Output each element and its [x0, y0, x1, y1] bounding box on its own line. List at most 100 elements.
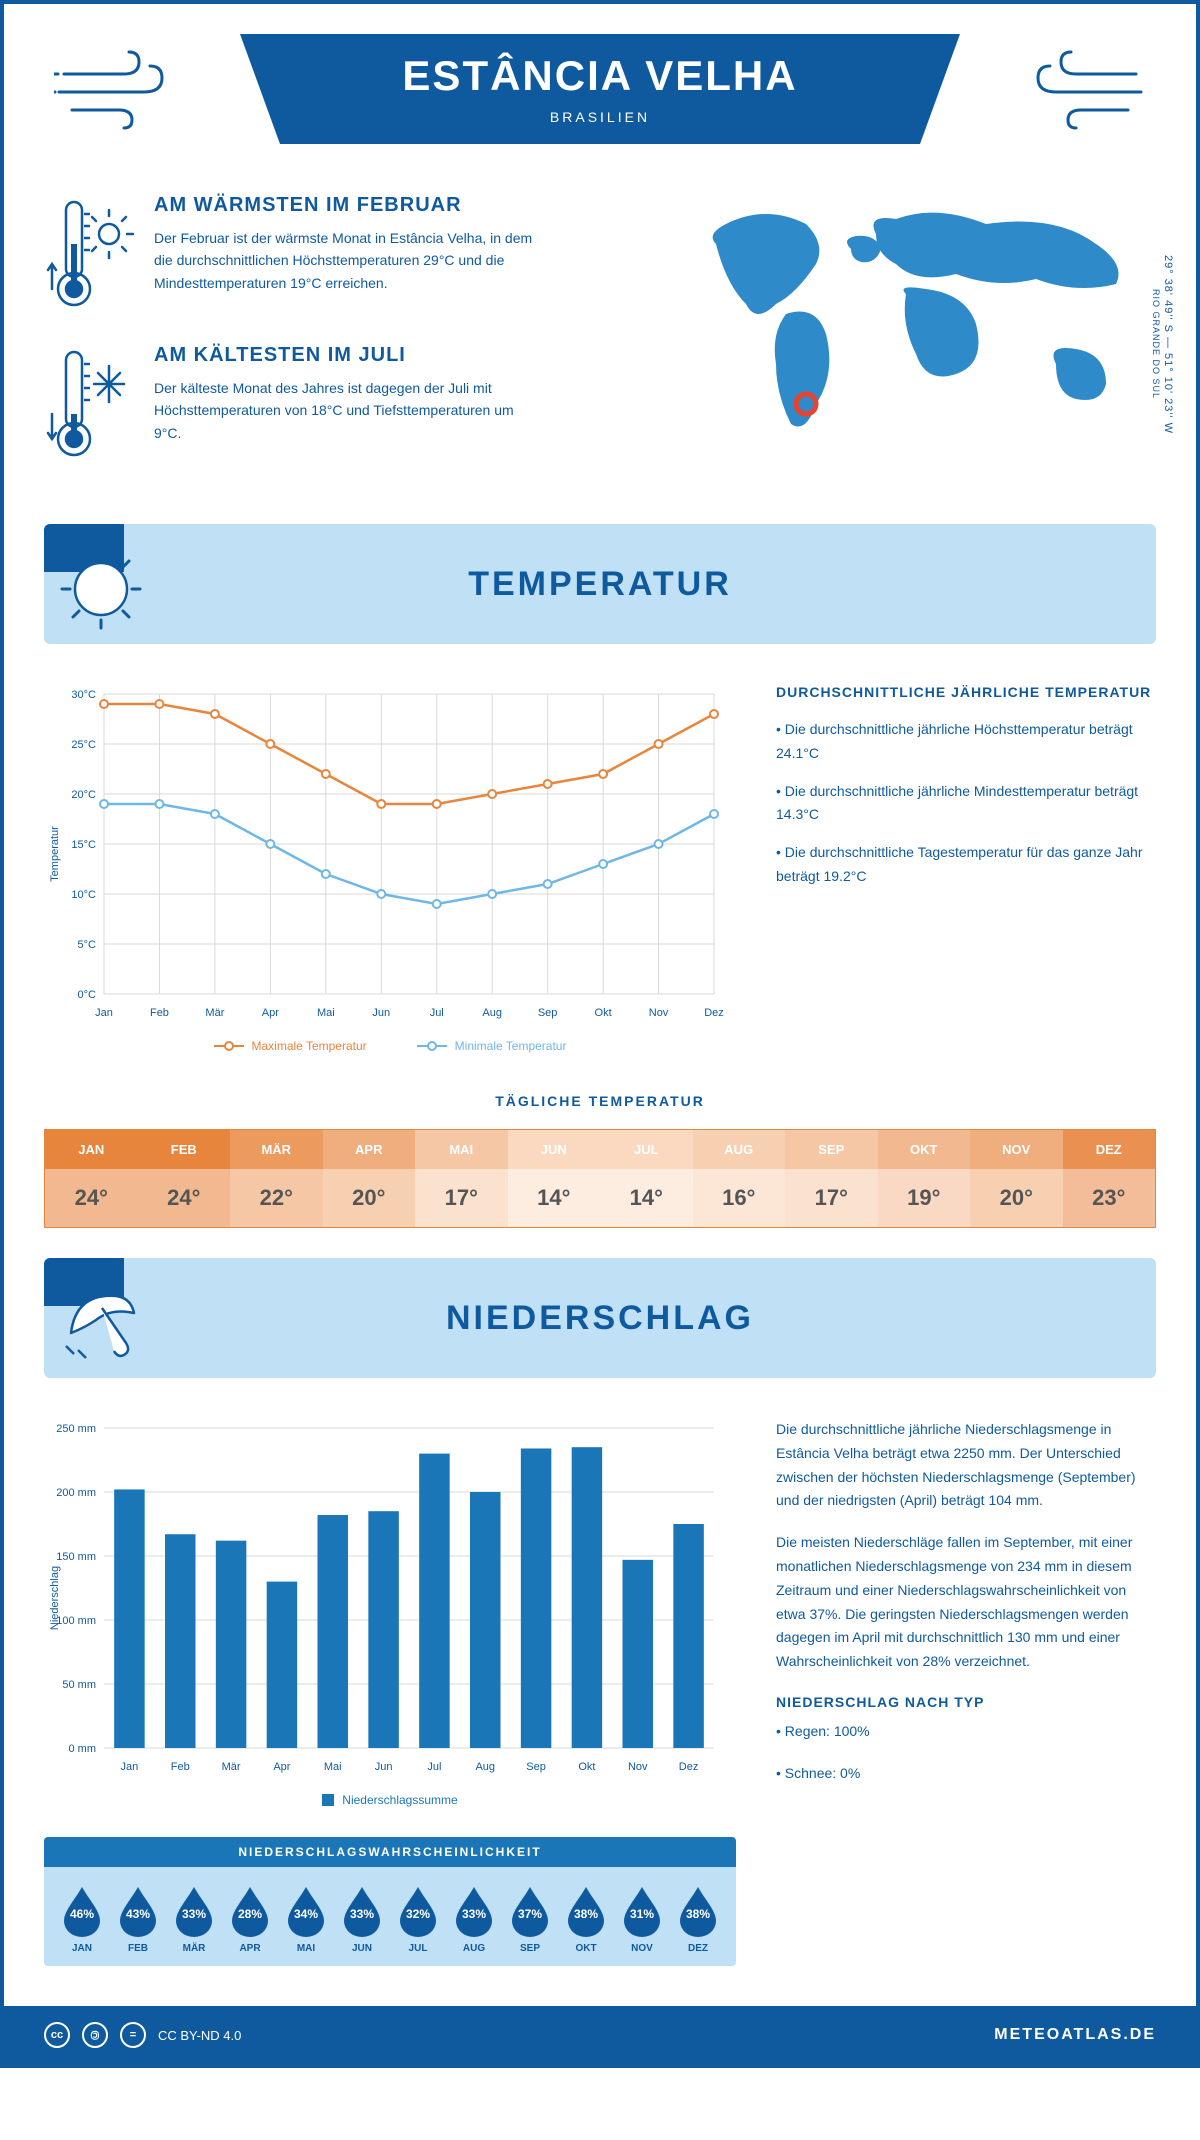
- svg-text:Jul: Jul: [427, 1761, 441, 1773]
- svg-text:Mai: Mai: [324, 1761, 342, 1773]
- svg-text:Apr: Apr: [262, 1007, 279, 1019]
- country-subtitle: BRASILIEN: [280, 109, 920, 125]
- daily-col: SEP17°: [785, 1130, 878, 1227]
- infographic-page: ESTÂNCIA VELHA BRASILIEN: [0, 0, 1200, 2068]
- svg-text:Apr: Apr: [273, 1761, 290, 1773]
- daily-col: NOV20°: [970, 1130, 1063, 1227]
- svg-text:Jun: Jun: [372, 1007, 390, 1019]
- nd-icon: =: [120, 2022, 146, 2048]
- title-banner: ESTÂNCIA VELHA BRASILIEN: [280, 34, 920, 144]
- map-container: 29° 38' 49'' S — 51° 10' 23'' W RIO GRAN…: [676, 194, 1156, 494]
- daily-temp-title: TÄGLICHE TEMPERATUR: [44, 1093, 1156, 1109]
- temp-info-line: • Die durchschnittliche jährliche Höchst…: [776, 718, 1156, 766]
- world-map-icon: [676, 194, 1156, 454]
- svg-text:Sep: Sep: [526, 1761, 546, 1773]
- precipitation-info: Die durchschnittliche jährliche Niedersc…: [776, 1418, 1156, 1966]
- temperature-title: TEMPERATUR: [468, 565, 732, 604]
- probability-drop: 33%MÄR: [169, 1885, 219, 1954]
- daily-col: AUG16°: [693, 1130, 786, 1227]
- coordinates: 29° 38' 49'' S — 51° 10' 23'' W RIO GRAN…: [1150, 194, 1174, 494]
- svg-text:Sep: Sep: [538, 1007, 558, 1019]
- precipitation-section-header: NIEDERSCHLAG: [44, 1258, 1156, 1378]
- svg-text:20°C: 20°C: [71, 789, 96, 801]
- precip-type-line: • Regen: 100%: [776, 1720, 1156, 1744]
- svg-text:250 mm: 250 mm: [56, 1423, 96, 1435]
- svg-text:30°C: 30°C: [71, 689, 96, 701]
- header: ESTÂNCIA VELHA BRASILIEN: [44, 34, 1156, 174]
- svg-text:Nov: Nov: [628, 1761, 648, 1773]
- daily-col: OKT19°: [878, 1130, 971, 1227]
- svg-text:Mai: Mai: [317, 1007, 335, 1019]
- temp-info-line: • Die durchschnittliche jährliche Mindes…: [776, 780, 1156, 828]
- svg-text:Mär: Mär: [205, 1007, 224, 1019]
- city-title: ESTÂNCIA VELHA: [280, 52, 920, 100]
- temperature-info: DURCHSCHNITTLICHE JÄHRLICHE TEMPERATUR •…: [776, 684, 1156, 1053]
- precip-text: Die meisten Niederschläge fallen im Sept…: [776, 1531, 1156, 1674]
- thermometer-hot-icon: [44, 194, 134, 314]
- probability-drop: 33%JUN: [337, 1885, 387, 1954]
- svg-text:Feb: Feb: [171, 1761, 190, 1773]
- wind-icon: [1026, 44, 1146, 134]
- cc-icon: cc: [44, 2022, 70, 2048]
- svg-text:200 mm: 200 mm: [56, 1487, 96, 1499]
- probability-drop: 34%MAI: [281, 1885, 331, 1954]
- daily-col: APR20°: [323, 1130, 416, 1227]
- svg-text:Feb: Feb: [150, 1007, 169, 1019]
- daily-col: JUL14°: [600, 1130, 693, 1227]
- probability-drop: 38%OKT: [561, 1885, 611, 1954]
- probability-drop: 31%NOV: [617, 1885, 667, 1954]
- svg-text:5°C: 5°C: [78, 939, 97, 951]
- legend-min: Minimale Temperatur: [417, 1039, 567, 1053]
- temp-info-line: • Die durchschnittliche Tagestemperatur …: [776, 841, 1156, 889]
- warmest-block: AM WÄRMSTEN IM FEBRUAR Der Februar ist d…: [44, 194, 646, 314]
- intro-section: AM WÄRMSTEN IM FEBRUAR Der Februar ist d…: [44, 194, 1156, 494]
- svg-text:Jun: Jun: [375, 1761, 393, 1773]
- probability-drop: 33%AUG: [449, 1885, 499, 1954]
- svg-text:150 mm: 150 mm: [56, 1551, 96, 1563]
- svg-text:Okt: Okt: [595, 1007, 612, 1019]
- daily-col: DEZ23°: [1063, 1130, 1156, 1227]
- svg-text:Jan: Jan: [121, 1761, 139, 1773]
- thermometer-cold-icon: [44, 344, 134, 464]
- probability-drop: 32%JUL: [393, 1885, 443, 1954]
- legend-precip: Niederschlagssumme: [322, 1793, 457, 1807]
- probability-drop: 46%JAN: [57, 1885, 107, 1954]
- temperature-line-chart: 0°C5°C10°C15°C20°C25°C30°CJanFebMärAprMa…: [44, 684, 736, 1053]
- coldest-title: AM KÄLTESTEN IM JULI: [154, 344, 534, 367]
- svg-text:Dez: Dez: [704, 1007, 724, 1019]
- svg-text:Mär: Mär: [222, 1761, 241, 1773]
- svg-text:0°C: 0°C: [78, 989, 97, 1001]
- wind-icon: [54, 44, 174, 134]
- precip-text: Die durchschnittliche jährliche Niedersc…: [776, 1418, 1156, 1513]
- svg-text:Nov: Nov: [649, 1007, 669, 1019]
- probability-drop: 38%DEZ: [673, 1885, 723, 1954]
- license-text: CC BY-ND 4.0: [158, 2028, 241, 2043]
- svg-text:50 mm: 50 mm: [62, 1679, 96, 1691]
- probability-title: NIEDERSCHLAGSWAHRSCHEINLICHKEIT: [44, 1837, 736, 1867]
- daily-col: MAI17°: [415, 1130, 508, 1227]
- umbrella-icon: [56, 1278, 146, 1368]
- coldest-text: Der kälteste Monat des Jahres ist dagege…: [154, 377, 534, 444]
- coldest-block: AM KÄLTESTEN IM JULI Der kälteste Monat …: [44, 344, 646, 464]
- svg-text:0 mm: 0 mm: [69, 1743, 97, 1755]
- svg-text:Temperatur: Temperatur: [49, 826, 61, 882]
- precip-type-line: • Schnee: 0%: [776, 1762, 1156, 1786]
- svg-text:100 mm: 100 mm: [56, 1615, 96, 1627]
- daily-col: FEB24°: [138, 1130, 231, 1227]
- svg-text:Dez: Dez: [679, 1761, 699, 1773]
- temp-info-title: DURCHSCHNITTLICHE JÄHRLICHE TEMPERATUR: [776, 684, 1156, 700]
- svg-text:Jul: Jul: [430, 1007, 444, 1019]
- svg-text:Aug: Aug: [482, 1007, 502, 1019]
- svg-text:Okt: Okt: [578, 1761, 595, 1773]
- svg-text:Jan: Jan: [95, 1007, 113, 1019]
- probability-drop: 37%SEP: [505, 1885, 555, 1954]
- footer: cc 🄯 = CC BY-ND 4.0 METEOATLAS.DE: [4, 2006, 1196, 2064]
- warmest-title: AM WÄRMSTEN IM FEBRUAR: [154, 194, 534, 217]
- site-name: METEOATLAS.DE: [994, 2026, 1156, 2044]
- daily-col: JUN14°: [508, 1130, 601, 1227]
- probability-drop: 43%FEB: [113, 1885, 163, 1954]
- warmest-text: Der Februar ist der wärmste Monat in Est…: [154, 227, 534, 294]
- svg-text:25°C: 25°C: [71, 739, 96, 751]
- svg-text:Niederschlag: Niederschlag: [49, 1566, 61, 1630]
- daily-temp-table: JAN24°FEB24°MÄR22°APR20°MAI17°JUN14°JUL1…: [44, 1129, 1156, 1228]
